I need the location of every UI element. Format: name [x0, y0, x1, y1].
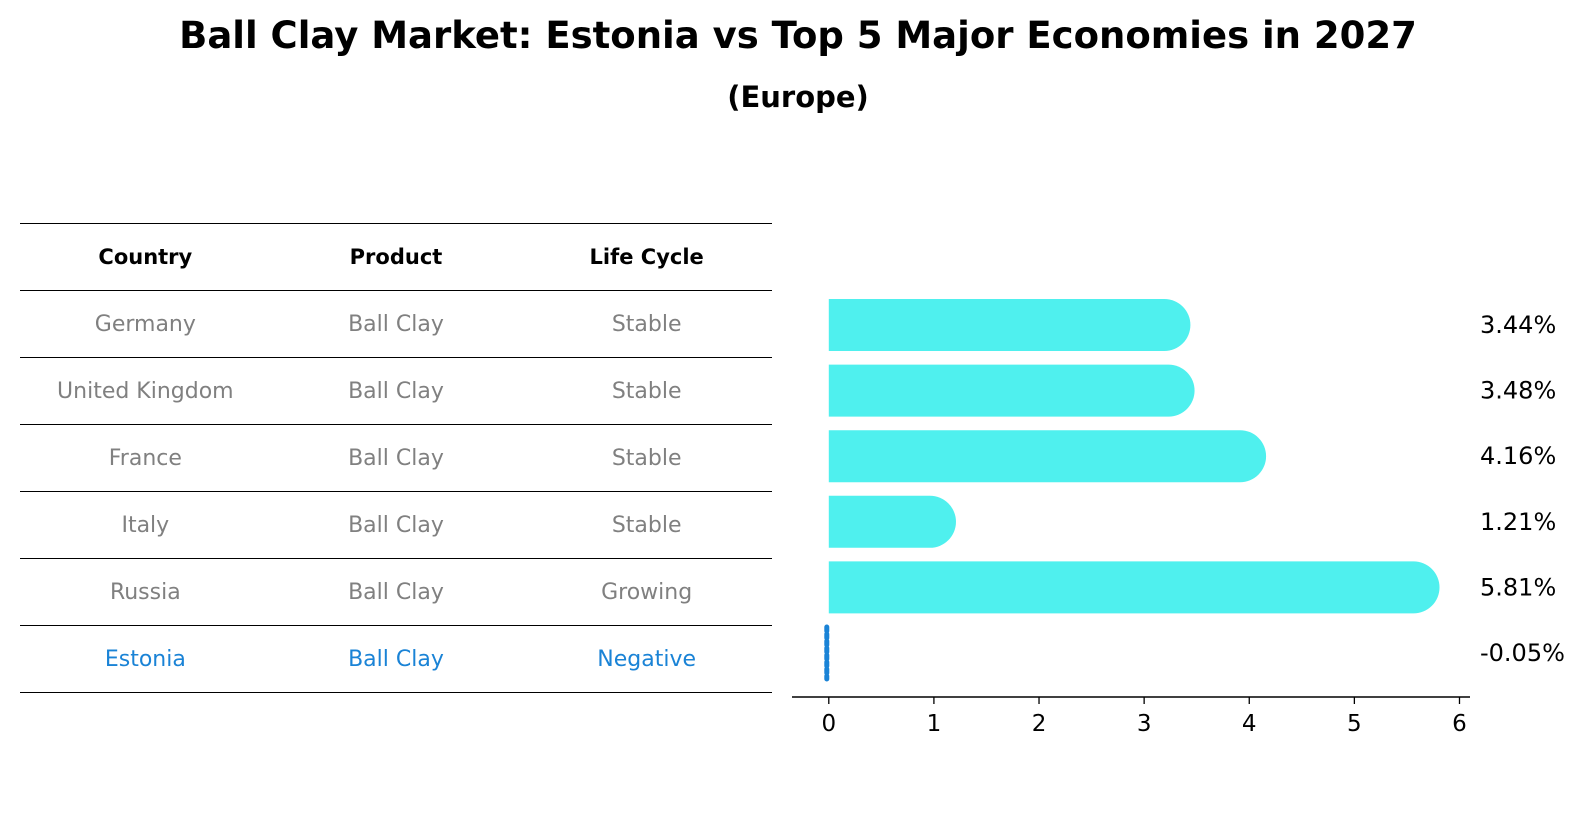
chart-subtitle: (Europe) [727, 80, 869, 114]
country-table: Country Product Life Cycle Germany Ball … [20, 223, 772, 693]
cell-life-cycle: Growing [521, 558, 772, 626]
x-tick-label: 3 [1137, 711, 1152, 737]
value-label-estonia: -0.05% [1480, 639, 1565, 667]
cell-life-cycle: Stable [521, 491, 772, 559]
value-label-italy: 1.21% [1480, 508, 1556, 536]
value-label-united-kingdom: 3.48% [1480, 377, 1556, 405]
x-tick-label: 5 [1347, 711, 1362, 737]
cell-product: Ball Clay [270, 491, 522, 559]
cell-product: Ball Clay [270, 290, 522, 358]
cell-product: Ball Clay [270, 424, 522, 492]
x-tick-label: 1 [927, 711, 942, 737]
cell-life-cycle: Stable [521, 357, 772, 425]
table-row-highlighted: Estonia Ball Clay Negative [20, 625, 772, 693]
cell-country: Germany [20, 290, 271, 358]
cell-country: Russia [20, 558, 271, 626]
table-row: Germany Ball Clay Stable [20, 290, 772, 358]
cell-life-cycle: Stable [521, 290, 772, 358]
bar-germany [828, 299, 1191, 351]
bar-france [828, 430, 1267, 483]
chart-title: Ball Clay Market: Estonia vs Top 5 Major… [179, 14, 1417, 57]
table-row: France Ball Clay Stable [20, 424, 772, 492]
cell-product: Ball Clay [270, 357, 522, 425]
x-tick-label: 0 [821, 711, 836, 737]
cell-country: Italy [20, 491, 271, 559]
table-row: Russia Ball Clay Growing [20, 558, 772, 626]
cell-life-cycle: Stable [521, 424, 772, 492]
cell-country: United Kingdom [20, 357, 271, 425]
header-product: Product [270, 223, 522, 291]
bar-russia [828, 561, 1440, 614]
x-tick-label: 2 [1032, 711, 1047, 737]
cell-product: Ball Clay [270, 625, 522, 693]
table-row: Italy Ball Clay Stable [20, 491, 772, 559]
bar-italy [828, 495, 956, 548]
table-header-row: Country Product Life Cycle [20, 223, 772, 291]
value-label-france: 4.16% [1480, 442, 1556, 470]
value-label-germany: 3.44% [1480, 311, 1556, 339]
header-country: Country [20, 223, 271, 291]
cell-country: France [20, 424, 271, 492]
cell-product: Ball Clay [270, 558, 522, 626]
x-tick-label: 6 [1452, 711, 1467, 737]
table-row: United Kingdom Ball Clay Stable [20, 357, 772, 425]
value-label-russia: 5.81% [1480, 573, 1556, 601]
cell-country: Estonia [20, 625, 271, 693]
x-tick-label: 4 [1242, 711, 1257, 737]
header-life-cycle: Life Cycle [521, 223, 772, 291]
bar-united-kingdom [828, 364, 1195, 417]
cell-life-cycle: Negative [521, 625, 772, 693]
